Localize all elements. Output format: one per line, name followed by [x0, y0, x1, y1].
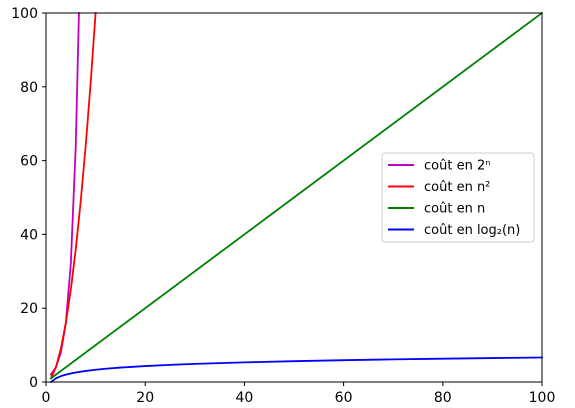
- legend: coût en 2ⁿ coût en n² coût en n coût en log…: [381, 152, 535, 243]
- x-tick-label-5: 100: [529, 390, 556, 406]
- y-tick-label-4: 80: [20, 80, 38, 96]
- y-tick-label-5: 100: [11, 6, 38, 22]
- legend-label-2: coût en n: [424, 202, 485, 217]
- series-line-2: [49, 11, 544, 380]
- legend-label-1: coût en n²: [424, 180, 490, 195]
- x-axis: 0 20 40 60 80 100: [42, 382, 556, 406]
- y-tick-label-0: 0: [29, 375, 38, 391]
- legend-label-0: coût en 2ⁿ: [424, 159, 490, 174]
- x-tick-label-2: 40: [235, 390, 253, 406]
- y-axis: 0 20 40 60 80 100: [11, 6, 46, 391]
- x-tick-label-0: 0: [42, 390, 51, 406]
- legend-box: [381, 152, 535, 243]
- legend-label-3: coût en log₂(n): [424, 223, 520, 238]
- y-tick-label-2: 40: [20, 227, 38, 243]
- y-tick-label-3: 60: [20, 154, 38, 170]
- series-line-3: [49, 356, 543, 384]
- x-tick-label-4: 80: [434, 390, 452, 406]
- x-tick-label-3: 60: [335, 390, 353, 406]
- series-line-1: [49, 12, 97, 380]
- y-tick-label-1: 20: [20, 301, 38, 317]
- x-tick-label-1: 20: [136, 390, 154, 406]
- series-layer: [49, 11, 544, 384]
- plot-frame: [45, 12, 543, 383]
